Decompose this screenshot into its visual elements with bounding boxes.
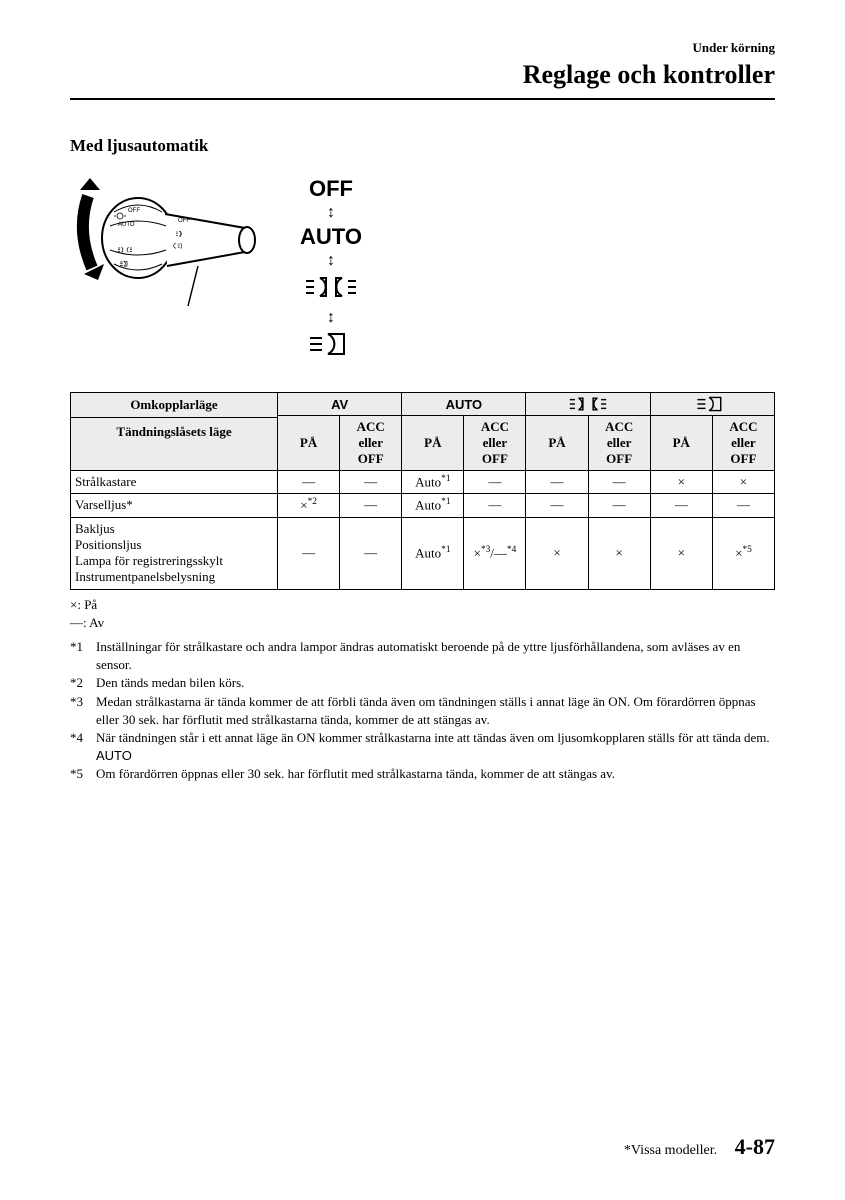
table-row: Omkopplarläge Tändningslåsets läge AV AU… — [71, 393, 775, 416]
table-row: Strålkastare——Auto*1———×× — [71, 471, 775, 494]
arrow-icon: ↕ — [327, 252, 335, 270]
table-cell: × — [650, 517, 712, 589]
table-cell: × — [712, 471, 774, 494]
col-headlight-icon — [650, 393, 774, 416]
page-number: 4-87 — [735, 1134, 775, 1159]
table-cell: × — [526, 517, 588, 589]
headlight-icon — [304, 329, 358, 364]
svg-text:AUTO: AUTO — [118, 222, 135, 228]
table-cell: Auto*1 — [402, 494, 464, 517]
table-cell: ×*2 — [278, 494, 340, 517]
subhead-on: PÅ — [526, 416, 588, 471]
header-divider — [70, 98, 775, 100]
table-cell: — — [340, 494, 402, 517]
footnote-text: Medan strålkastarna är tända kommer de a… — [96, 693, 775, 729]
table-cell: — — [340, 517, 402, 589]
table-cell: Auto*1 — [402, 517, 464, 589]
table-cell: ×*3/—*4 — [464, 517, 526, 589]
footnote: *1Inställningar för strålkastare och and… — [70, 638, 775, 674]
page-footer: *Vissa modeller. 4-87 — [624, 1134, 775, 1160]
table-cell: — — [712, 494, 774, 517]
table-cell: — — [278, 517, 340, 589]
table-cell: — — [526, 494, 588, 517]
footnote: *2Den tänds medan bilen körs. — [70, 674, 775, 692]
table-cell: — — [588, 471, 650, 494]
position-auto: AUTO — [300, 224, 362, 250]
col-parking-light-icon — [526, 393, 650, 416]
col-av: AV — [278, 393, 402, 416]
table-cell: ×*5 — [712, 517, 774, 589]
footnote-tag: *1 — [70, 638, 96, 674]
table-cell: — — [464, 471, 526, 494]
row-label: Strålkastare — [71, 471, 278, 494]
svg-text:OFF: OFF — [178, 218, 190, 224]
arrow-icon: ↕ — [327, 204, 335, 222]
table-cell: — — [650, 494, 712, 517]
switch-positions: OFF ↕ AUTO ↕ ↕ — [300, 176, 362, 364]
table-row: BakljusPositionsljusLampa för registreri… — [71, 517, 775, 589]
stalk-illustration: OFF AUTO — [70, 176, 270, 331]
footnote: *3Medan strålkastarna är tända kommer de… — [70, 693, 775, 729]
legend-off: —: Av — [70, 614, 775, 632]
footnote-tag: *2 — [70, 674, 96, 692]
subhead-acc: ACC eller OFF — [588, 416, 650, 471]
table-row: Varselljus*×*2—Auto*1————— — [71, 494, 775, 517]
legend-on: ×: På — [70, 596, 775, 614]
footnote-tag: *4 — [70, 729, 96, 765]
table-cell: × — [588, 517, 650, 589]
footnote-tag: *3 — [70, 693, 96, 729]
legend-block: ×: På —: Av — [70, 596, 775, 632]
subhead-acc: ACC eller OFF — [340, 416, 402, 471]
footnote-tag: *5 — [70, 765, 96, 783]
header-switch-position: Omkopplarläge — [76, 397, 272, 413]
arrow-icon: ↕ — [327, 309, 335, 327]
position-off: OFF — [309, 176, 353, 202]
section-subtitle: Med ljusautomatik — [70, 136, 775, 156]
table-cell: — — [464, 494, 526, 517]
row-label: Varselljus* — [71, 494, 278, 517]
table-cell: — — [588, 494, 650, 517]
section-breadcrumb: Under körning — [70, 40, 775, 56]
parking-light-icon — [304, 272, 358, 307]
col-auto: AUTO — [402, 393, 526, 416]
table-cell: — — [340, 471, 402, 494]
footnote: *5Om förardörren öppnas eller 30 sek. ha… — [70, 765, 775, 783]
light-mode-table: Omkopplarläge Tändningslåsets läge AV AU… — [70, 392, 775, 590]
page-header: Under körning Reglage och kontroller — [70, 40, 775, 100]
footer-note: *Vissa modeller. — [624, 1143, 717, 1158]
subhead-acc: ACC eller OFF — [464, 416, 526, 471]
page-title: Reglage och kontroller — [70, 60, 775, 90]
subhead-acc: ACC eller OFF — [712, 416, 774, 471]
table-cell: Auto*1 — [402, 471, 464, 494]
subhead-on: PÅ — [402, 416, 464, 471]
footnote-text: Den tänds medan bilen körs. — [96, 674, 775, 692]
header-ignition-position: Tändningslåsets läge — [71, 417, 277, 440]
svg-text:OFF: OFF — [128, 208, 140, 214]
footnote-text: Om förardörren öppnas eller 30 sek. har … — [96, 765, 775, 783]
footnote: *4När tändningen står i ett annat läge ä… — [70, 729, 775, 765]
subhead-on: PÅ — [278, 416, 340, 471]
footnote-text: När tändningen står i ett annat läge än … — [96, 729, 775, 765]
table-cell: × — [650, 471, 712, 494]
table-cell: — — [278, 471, 340, 494]
footnote-text: Inställningar för strålkastare och andra… — [96, 638, 775, 674]
table-cell: — — [526, 471, 588, 494]
light-switch-diagram: OFF AUTO — [70, 176, 775, 364]
subhead-on: PÅ — [650, 416, 712, 471]
row-label: BakljusPositionsljusLampa för registreri… — [71, 517, 278, 589]
footnotes: *1Inställningar för strålkastare och and… — [70, 638, 775, 784]
